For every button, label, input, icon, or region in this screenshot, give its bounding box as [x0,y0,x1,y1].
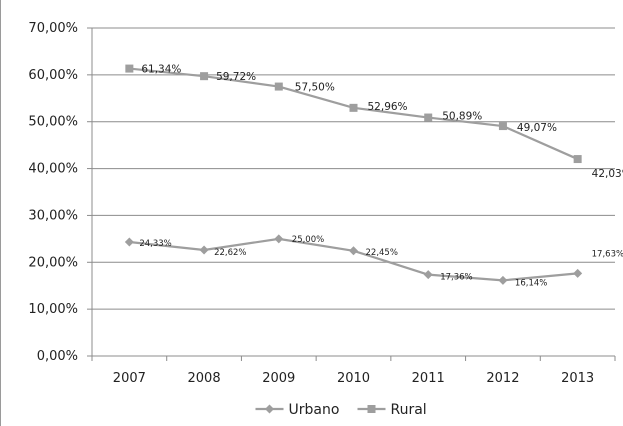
y-tick-label: 50,00% [28,115,78,130]
y-tick-label: 40,00% [28,162,78,177]
data-label-rural: 50,89% [442,111,482,123]
data-label-urbano: 22,45% [366,248,398,258]
point-urbano [423,270,433,280]
y-tick-label: 70,00% [28,21,78,36]
point-urbano [274,234,284,244]
y-tick-label: 20,00% [28,255,78,270]
point-urbano [124,237,134,247]
legend-item-urbano: Urbano [255,402,340,418]
point-rural [125,64,134,73]
legend-label-rural: Rural [391,402,427,418]
series-layer [124,64,583,285]
data-label-rural: 61,34% [141,64,181,76]
data-label-rural: 57,50% [295,82,335,94]
point-urbano [573,268,583,278]
point-rural [200,72,209,81]
point-rural [424,113,433,122]
x-tick-label: 2009 [262,371,295,386]
data-label-rural: 42,03% [592,168,623,180]
legend-item-rural: Rural [357,402,427,418]
y-tick-label: 0,00% [37,349,78,364]
point-rural [573,155,582,164]
y-tick-label: 60,00% [28,68,78,83]
x-axis-tick-labels: 2007 2008 2009 2010 2011 2012 2013 [113,371,594,386]
data-label-rural: 52,96% [368,101,408,113]
x-tick-label: 2012 [486,371,519,386]
x-tick-label: 2010 [337,371,370,386]
y-axis-tick-labels: 0,00% 10,00% 20,00% 30,00% 40,00% 50,00% 60,00… [28,21,78,364]
x-tick-label: 2008 [188,371,221,386]
point-rural [498,122,507,131]
x-tick-label: 2007 [113,371,146,386]
y-tick-label: 30,00% [28,208,78,223]
data-label-urbano: 17,63% [592,249,623,259]
point-urbano [498,275,508,285]
point-urbano [199,245,209,255]
data-label-rural: 59,72% [216,71,256,83]
legend-marker-rural [367,405,376,413]
y-tick-label: 10,00% [28,302,78,317]
axes [87,27,616,361]
grid-lines [92,27,615,310]
x-tick-label: 2013 [561,371,594,386]
data-label-urbano: 25,00% [292,235,324,245]
point-urbano [349,246,358,256]
data-labels: 24,33% 22,62% 25,00% 22,45% 17,36% 16,14% 17,6… [139,64,623,289]
point-rural [274,82,283,91]
data-label-urbano: 17,36% [440,273,472,283]
data-label-urbano: 24,33% [139,239,171,249]
x-tick-label: 2011 [412,371,445,386]
data-label-urbano: 22,62% [214,248,246,258]
point-rural [349,103,358,112]
legend-marker-urbano [265,404,274,414]
legend-label-urbano: Urbano [289,402,340,418]
data-label-urbano: 16,14% [515,278,547,288]
data-label-rural: 49,07% [517,122,557,134]
legend: Urbano Rural [255,402,427,418]
